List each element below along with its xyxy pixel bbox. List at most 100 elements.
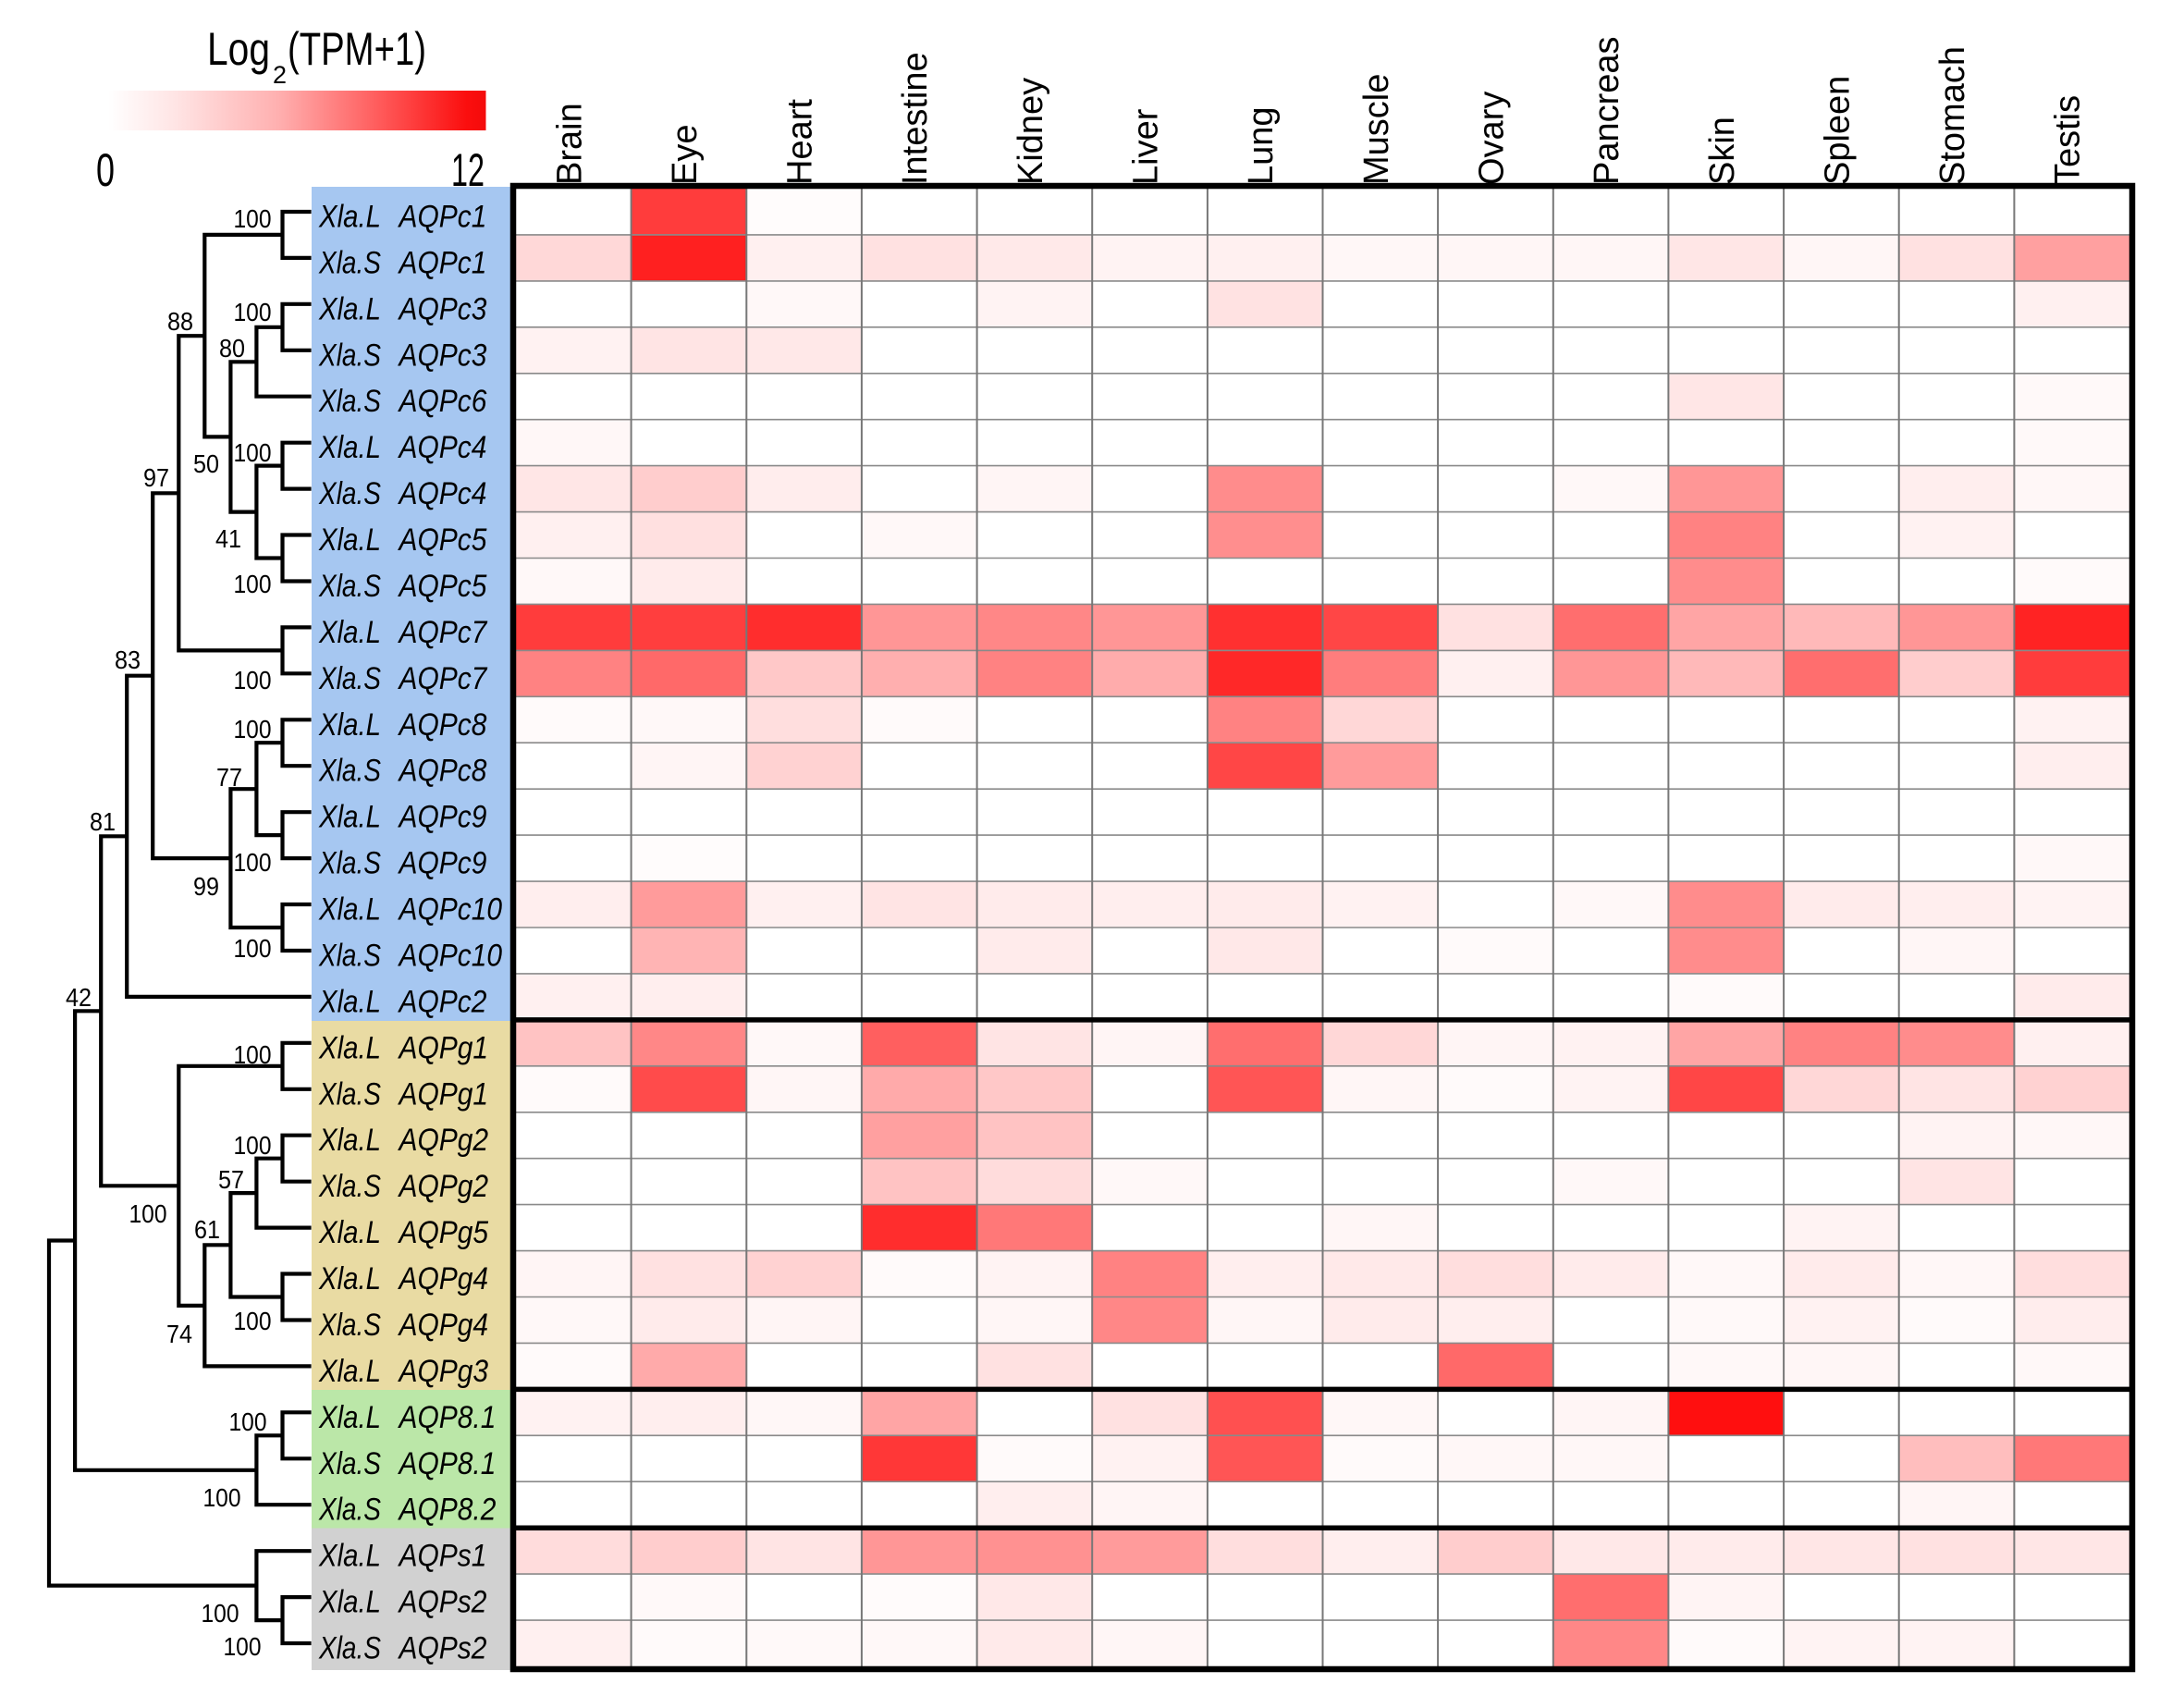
- svg-text:41: 41: [215, 524, 241, 553]
- svg-text:Liver: Liver: [1127, 108, 1166, 185]
- svg-text:Xla.S: Xla.S: [318, 1076, 381, 1112]
- svg-text:Xla.L: Xla.L: [318, 1030, 381, 1065]
- svg-text:Xla.S: Xla.S: [318, 384, 381, 419]
- svg-text:2: 2: [273, 61, 287, 89]
- svg-text:AQPc5: AQPc5: [398, 569, 487, 604]
- svg-text:100: 100: [234, 570, 272, 598]
- svg-text:AQPc8: AQPc8: [398, 707, 487, 743]
- svg-text:Xla.S: Xla.S: [318, 1169, 381, 1204]
- svg-text:AQPg1: AQPg1: [398, 1076, 488, 1112]
- svg-text:100: 100: [234, 298, 272, 326]
- svg-text:Xla.S: Xla.S: [318, 939, 381, 974]
- svg-text:Xla.L: Xla.L: [318, 1123, 381, 1158]
- svg-text:AQPs1: AQPs1: [398, 1539, 487, 1574]
- svg-text:100: 100: [234, 1307, 272, 1335]
- svg-text:100: 100: [234, 438, 272, 467]
- svg-text:AQPg2: AQPg2: [398, 1169, 488, 1204]
- svg-text:Xla.S: Xla.S: [318, 1308, 381, 1343]
- svg-text:Xla.L: Xla.L: [318, 800, 381, 835]
- svg-text:99: 99: [193, 872, 219, 901]
- svg-text:AQP8.1: AQP8.1: [398, 1400, 497, 1435]
- svg-text:Pancreas: Pancreas: [1588, 36, 1626, 185]
- svg-text:AQPg2: AQPg2: [398, 1123, 488, 1158]
- svg-text:83: 83: [115, 645, 141, 674]
- svg-text:80: 80: [219, 334, 245, 362]
- svg-text:100: 100: [234, 1040, 272, 1069]
- svg-text:Xla.L: Xla.L: [318, 291, 381, 326]
- svg-text:Xla.L: Xla.L: [318, 1539, 381, 1574]
- svg-text:Eye: Eye: [666, 125, 705, 185]
- svg-text:57: 57: [218, 1165, 244, 1194]
- svg-text:100: 100: [224, 1632, 262, 1661]
- svg-text:100: 100: [234, 204, 272, 233]
- svg-text:AQPg4: AQPg4: [398, 1308, 488, 1343]
- svg-text:Xla.S: Xla.S: [318, 338, 381, 373]
- svg-text:Xla.S: Xla.S: [318, 1446, 381, 1481]
- svg-text:Stomach: Stomach: [1933, 46, 1972, 185]
- svg-text:0: 0: [96, 144, 115, 196]
- svg-text:Skin: Skin: [1703, 117, 1742, 185]
- svg-text:81: 81: [90, 807, 116, 836]
- svg-text:AQPc7: AQPc7: [398, 661, 488, 696]
- svg-text:Muscle: Muscle: [1357, 74, 1396, 185]
- svg-text:AQPs2: AQPs2: [398, 1585, 487, 1620]
- svg-text:100: 100: [229, 1407, 267, 1436]
- svg-text:Log: Log: [207, 23, 270, 75]
- svg-text:Xla.L: Xla.L: [318, 200, 381, 235]
- svg-text:AQPc1: AQPc1: [398, 245, 487, 280]
- svg-text:Xla.S: Xla.S: [318, 569, 381, 604]
- svg-text:Lung: Lung: [1242, 106, 1281, 185]
- svg-text:AQP8.1: AQP8.1: [398, 1446, 497, 1481]
- svg-text:Xla.L: Xla.L: [318, 1400, 381, 1435]
- svg-text:88: 88: [167, 307, 193, 336]
- svg-text:Xla.L: Xla.L: [318, 1261, 381, 1296]
- svg-text:42: 42: [66, 983, 92, 1012]
- svg-text:Heart: Heart: [781, 99, 820, 185]
- svg-text:AQPg3: AQPg3: [398, 1354, 488, 1389]
- svg-text:Kidney: Kidney: [1012, 78, 1050, 185]
- svg-text:AQPc9: AQPc9: [398, 800, 487, 835]
- svg-text:100: 100: [203, 1483, 241, 1512]
- svg-text:100: 100: [129, 1199, 167, 1228]
- svg-text:Xla.L: Xla.L: [318, 1354, 381, 1389]
- svg-text:Brain: Brain: [550, 103, 589, 185]
- svg-text:AQPc3: AQPc3: [398, 291, 487, 326]
- svg-text:AQPg1: AQPg1: [398, 1030, 488, 1065]
- svg-text:Xla.S: Xla.S: [318, 245, 381, 280]
- svg-text:AQPc7: AQPc7: [398, 615, 488, 650]
- svg-text:Testis: Testis: [2049, 95, 2088, 185]
- svg-text:Xla.L: Xla.L: [318, 984, 381, 1019]
- svg-text:Xla.L: Xla.L: [318, 1585, 381, 1620]
- svg-text:100: 100: [234, 666, 272, 694]
- svg-text:AQPc4: AQPc4: [398, 476, 487, 511]
- svg-text:Xla.L: Xla.L: [318, 522, 381, 558]
- svg-text:AQPg4: AQPg4: [398, 1261, 488, 1296]
- svg-text:61: 61: [194, 1215, 220, 1244]
- svg-text:AQPc6: AQPc6: [398, 384, 487, 419]
- svg-text:AQPc4: AQPc4: [398, 430, 487, 465]
- svg-text:Xla.S: Xla.S: [318, 1631, 381, 1666]
- svg-text:(TPM+1): (TPM+1): [288, 23, 426, 75]
- svg-text:Xla.S: Xla.S: [318, 1493, 381, 1528]
- svg-text:AQP8.2: AQP8.2: [398, 1493, 497, 1528]
- svg-text:AQPc1: AQPc1: [398, 200, 487, 235]
- svg-text:AQPc2: AQPc2: [398, 984, 487, 1019]
- svg-text:Xla.S: Xla.S: [318, 846, 381, 881]
- svg-text:Xla.L: Xla.L: [318, 892, 381, 928]
- svg-text:97: 97: [143, 463, 169, 492]
- svg-text:AQPc8: AQPc8: [398, 754, 487, 789]
- svg-text:50: 50: [193, 449, 219, 478]
- svg-text:AQPc10: AQPc10: [398, 892, 502, 928]
- svg-text:AQPc9: AQPc9: [398, 846, 487, 881]
- svg-text:AQPc3: AQPc3: [398, 338, 487, 373]
- svg-text:Xla.L: Xla.L: [318, 615, 381, 650]
- svg-text:100: 100: [202, 1599, 239, 1628]
- svg-text:Xla.L: Xla.L: [318, 1215, 381, 1250]
- svg-text:Ovary: Ovary: [1473, 92, 1512, 185]
- svg-text:100: 100: [234, 848, 272, 877]
- svg-text:AQPc5: AQPc5: [398, 522, 487, 558]
- svg-text:77: 77: [216, 763, 242, 792]
- svg-text:AQPc10: AQPc10: [398, 939, 502, 974]
- svg-text:Xla.L: Xla.L: [318, 430, 381, 465]
- svg-text:AQPg5: AQPg5: [398, 1215, 488, 1250]
